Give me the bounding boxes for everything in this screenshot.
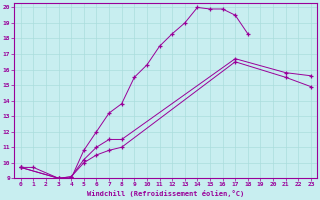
X-axis label: Windchill (Refroidissement éolien,°C): Windchill (Refroidissement éolien,°C) [87,190,244,197]
